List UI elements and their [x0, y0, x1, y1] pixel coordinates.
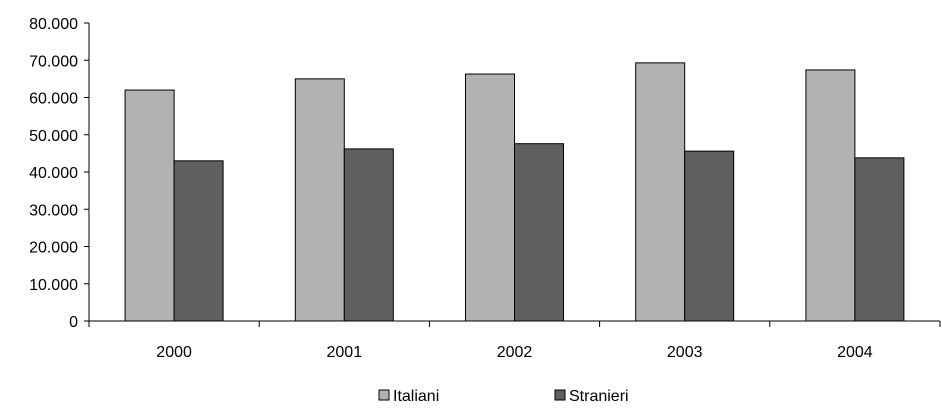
y-tick-label: 40.000 [29, 165, 78, 182]
bar-italiani-2000 [124, 89, 175, 322]
bars-group [124, 62, 905, 322]
y-tick-label: 80.000 [29, 16, 78, 33]
x-tick-label: 2002 [497, 344, 533, 361]
x-tick-label: 2000 [156, 344, 192, 361]
legend-label-italiani: Italiani [393, 388, 439, 405]
bar-italiani-2003 [635, 62, 686, 322]
bar-stranieri-2000 [173, 160, 224, 322]
bar-stranieri-2001 [343, 148, 394, 322]
x-tick-label: 2001 [327, 344, 363, 361]
y-tick-label: 10.000 [29, 277, 78, 294]
bar-stranieri-2004 [854, 157, 905, 322]
y-tick-label: 50.000 [29, 128, 78, 145]
x-tick-label: 2003 [667, 344, 703, 361]
bar-stranieri-2003 [684, 150, 735, 322]
legend-swatch-stranieri [554, 389, 566, 401]
x-tick-label: 2004 [837, 344, 873, 361]
y-tick-label: 70.000 [29, 53, 78, 70]
legend: Italiani Stranieri [378, 388, 629, 405]
bar-italiani-2002 [465, 73, 515, 322]
legend-swatch-italiani [378, 389, 390, 401]
bar-stranieri-2002 [514, 143, 564, 322]
bar-italiani-2004 [805, 69, 856, 322]
y-tick-label: 60.000 [29, 91, 78, 108]
legend-label-stranieri: Stranieri [569, 388, 629, 405]
y-axis-ticks: 0 10.000 20.000 30.000 40.000 50.000 60.000 70.… [29, 16, 89, 331]
y-tick-label: 20.000 [29, 240, 78, 257]
x-axis-ticks: 2000 2001 2002 2003 2004 [88, 321, 941, 361]
y-tick-label: 30.000 [29, 202, 78, 219]
y-tick-label: 0 [69, 314, 78, 331]
bar-italiani-2001 [294, 78, 345, 322]
